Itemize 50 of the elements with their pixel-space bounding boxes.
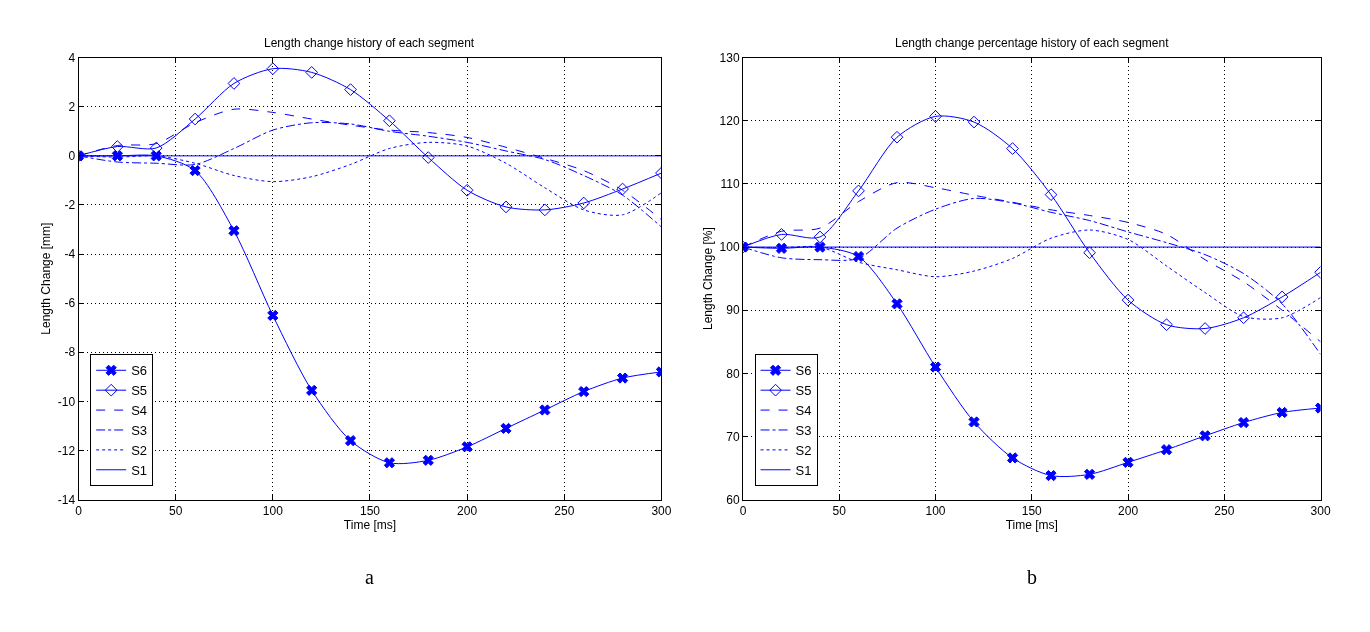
- x-tick-label: 50: [832, 503, 847, 518]
- legend-label: S3: [131, 423, 148, 439]
- y-tick-label: -12: [57, 443, 76, 458]
- y-tick-label: 4: [68, 50, 76, 65]
- legend-label: S2: [795, 442, 812, 458]
- y-tick-label: -4: [64, 247, 76, 262]
- y-tick-label: -8: [64, 345, 76, 360]
- y-tick-label: 130: [719, 50, 740, 65]
- x-tick-label: 100: [262, 503, 284, 518]
- y-tick-label: 80: [726, 366, 740, 381]
- x-tick-label: 200: [457, 503, 478, 518]
- y-tick-label: 100: [719, 240, 740, 255]
- x-tick-label: 100: [925, 503, 946, 518]
- x-tick-label: 300: [651, 503, 672, 518]
- legend-label: S1: [131, 462, 148, 478]
- y-tick-label: 110: [720, 177, 740, 192]
- y-axis-title: Length Change [mm]: [39, 222, 54, 335]
- legend-label: S6: [131, 363, 148, 379]
- text: b: [1027, 566, 1037, 588]
- y-tick-label: -10: [57, 394, 76, 409]
- x-tick-label: 250: [554, 503, 575, 518]
- y-tick-label: 70: [726, 429, 740, 444]
- x-axis-title: Time [ms]: [343, 517, 397, 532]
- x-tick-label: 150: [1021, 503, 1043, 518]
- x-tick-label: 150: [359, 503, 381, 518]
- y-axis-title: Length Change [%]: [700, 227, 715, 330]
- y-tick-label: -2: [64, 198, 76, 213]
- legend-label: S6: [795, 363, 812, 379]
- legend-label: S5: [131, 383, 148, 399]
- chart-title: Length change percentage history of each segment: [895, 36, 1170, 50]
- y-tick-label: 0: [68, 149, 76, 164]
- x-tick-label: 50: [168, 503, 183, 518]
- x-tick-label: 300: [1310, 503, 1331, 518]
- x-axis-title: Time [ms]: [1005, 517, 1058, 532]
- x-tick-label: 250: [1214, 503, 1235, 518]
- x-tick-label: 200: [1118, 503, 1139, 518]
- legend-label: S4: [795, 403, 812, 419]
- legend-label: S5: [795, 383, 812, 399]
- legend-label: S2: [131, 442, 148, 458]
- chart-title: Length change history of each segment: [264, 36, 475, 50]
- y-tick-label: -6: [64, 296, 76, 311]
- y-tick-label: 120: [719, 113, 740, 128]
- y-tick-label: 90: [726, 303, 740, 318]
- y-tick-label: 60: [726, 492, 740, 507]
- text: a: [365, 566, 374, 588]
- legend-label: S3: [795, 423, 812, 439]
- y-tick-label: 2: [68, 99, 76, 114]
- y-tick-label: -14: [57, 492, 76, 507]
- legend-label: S4: [131, 403, 148, 419]
- legend-label: S1: [795, 462, 812, 478]
